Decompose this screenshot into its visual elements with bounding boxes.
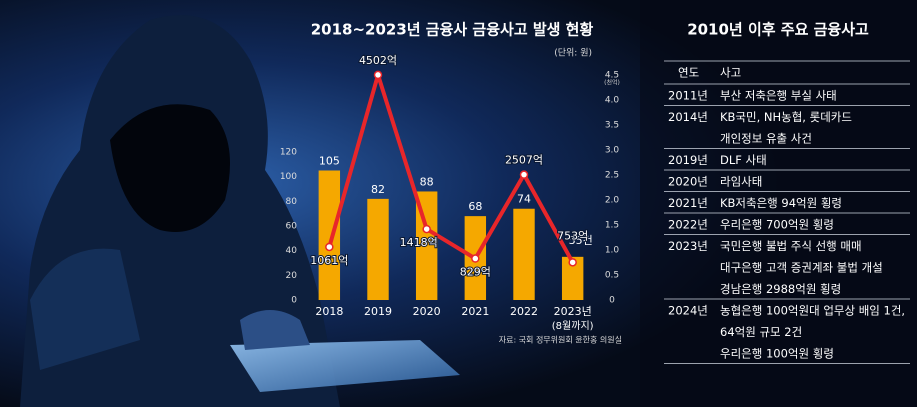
y-tick-label: 0 [291, 296, 297, 306]
line-marker [325, 242, 334, 252]
chart-title: 2018~2023년 금융사 금융사고 발생 현황 [311, 21, 594, 39]
table-event: 우리은행 100억원 횡령 [720, 346, 834, 360]
table-event: KB저축은행 94억원 횡령 [720, 196, 842, 210]
table-event: 라임사태 [720, 174, 762, 188]
y2-tick-label: 4.0 [605, 96, 620, 106]
x-note: (8월까지) [552, 320, 594, 332]
table-year: 2014년 [668, 110, 708, 124]
y2-tick-label: 2.5 [605, 171, 619, 181]
table-year: 2024년 [668, 303, 708, 317]
table-event: KB국민, NH농협, 롯데카드 [720, 110, 852, 124]
line-value-label: 829억 [460, 266, 491, 279]
table-event: 64억원 규모 2건 [720, 325, 802, 339]
table-year: 2019년 [668, 153, 708, 167]
x-tick-label: 2018 [315, 305, 343, 318]
line-value-label: 2507억 [505, 154, 543, 167]
y2-tick-label: 1.0 [605, 246, 620, 256]
y2-tick-label: 2.0 [605, 196, 620, 206]
y-tick-label: 100 [280, 172, 297, 182]
bar-value-label: 88 [420, 175, 434, 188]
y2-unit: (천억) [604, 79, 620, 87]
y-tick-label: 120 [280, 148, 297, 158]
table-event: 부산 저축은행 부실 사태 [720, 88, 837, 102]
line-marker [422, 224, 431, 234]
line-marker [519, 170, 529, 179]
y-tick-label: 60 [286, 222, 298, 232]
y2-tick-label: 0.5 [605, 271, 619, 281]
y-tick-label: 40 [286, 246, 298, 256]
line-value-label: 1418억 [400, 236, 438, 249]
arm [30, 248, 140, 370]
y2-tick-label: 4.5 [605, 71, 619, 81]
table-event: 국민은행 불법 주식 선행 매매 [720, 239, 862, 253]
x-tick-label: 2019 [364, 305, 392, 318]
x-tick-label: 2023년 [554, 305, 592, 318]
y2-tick-label: 0 [609, 296, 615, 306]
bar-value-label: 68 [468, 200, 482, 213]
y2-tick-label: 3.5 [605, 121, 619, 131]
line-marker [471, 254, 480, 263]
source: 자료: 국회 정무위원회 윤한홍 의원실 [499, 335, 622, 345]
hand [240, 310, 310, 350]
table-year: 2011년 [668, 88, 708, 102]
table-event: 개인정보 유출 사건 [720, 131, 812, 145]
line-value-label: 4502억 [359, 54, 397, 67]
line-marker [568, 258, 577, 267]
bar [561, 256, 584, 300]
table-year: 2020년 [668, 174, 708, 188]
table-event: DLF 사태 [720, 153, 767, 167]
line-marker [373, 70, 383, 80]
table-panel [640, 0, 917, 407]
hood-shadow [110, 104, 230, 232]
unit-label: (단위: 원) [554, 48, 592, 59]
y2-tick-label: 1.5 [605, 221, 619, 231]
bar-value-label: 82 [371, 183, 385, 196]
line-value-label: 753억 [557, 229, 588, 242]
y-tick-label: 80 [286, 197, 298, 207]
table-event: 경남은행 2988억원 횡령 [720, 282, 841, 296]
line [327, 72, 575, 264]
table-event: 우리은행 700억원 횡령 [720, 217, 834, 231]
table-header: 사고 [720, 66, 741, 80]
bar [318, 170, 341, 300]
y-tick-label: 20 [286, 271, 298, 281]
table-title: 2010년 이후 주요 금융사고 [687, 21, 869, 39]
y2-tick-label: 3.0 [605, 146, 620, 156]
bar-value-label: 74 [517, 193, 531, 206]
table-year: 2023년 [668, 239, 708, 253]
table-event: 대구은행 고객 증권계좌 불법 개설 [720, 260, 883, 274]
line-value-label: 1061억 [310, 254, 348, 267]
bar [367, 198, 389, 300]
bar-value-label: 35건 [569, 234, 593, 247]
table-header: 연도 [678, 66, 699, 80]
table-year: 2022년 [668, 217, 708, 231]
x-tick-label: 2020 [413, 305, 441, 318]
x-tick-label: 2021 [461, 305, 489, 318]
bar [513, 208, 535, 300]
bar-value-label: 105 [319, 155, 340, 168]
table-year: 2021년 [668, 196, 708, 210]
laptop [230, 340, 460, 392]
table-event: 농협은행 100억원대 업무상 배임 1건, [720, 303, 905, 317]
x-tick-label: 2022 [510, 305, 538, 318]
